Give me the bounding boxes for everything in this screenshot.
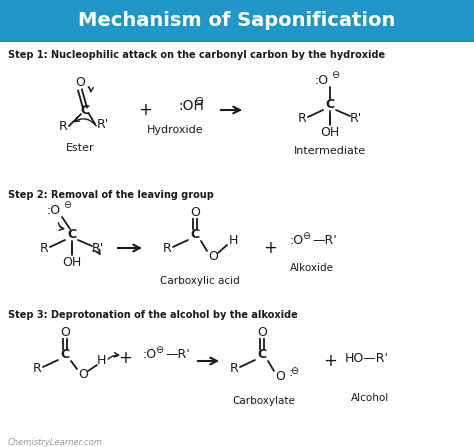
Text: C: C xyxy=(191,228,200,241)
Text: R: R xyxy=(33,363,41,375)
Text: ⊖: ⊖ xyxy=(63,200,71,210)
Text: R: R xyxy=(229,363,238,375)
Text: :OH: :OH xyxy=(178,99,204,113)
Text: C: C xyxy=(81,104,90,117)
Text: Alcohol: Alcohol xyxy=(351,393,389,403)
Text: ⊖: ⊖ xyxy=(302,231,310,241)
Text: HO—R': HO—R' xyxy=(345,351,389,364)
Text: ⊖: ⊖ xyxy=(195,96,205,106)
Text: R: R xyxy=(40,243,48,256)
Text: R: R xyxy=(163,243,172,256)
Text: R: R xyxy=(298,113,306,126)
Text: R': R' xyxy=(92,241,104,254)
Text: :O: :O xyxy=(143,349,157,362)
Text: R: R xyxy=(59,119,67,132)
Text: Alkoxide: Alkoxide xyxy=(290,263,334,273)
Text: OH: OH xyxy=(63,257,82,270)
Text: O: O xyxy=(78,368,88,381)
Text: Carboxylate: Carboxylate xyxy=(233,396,295,406)
Text: O: O xyxy=(75,76,85,89)
Text: Step 1: Nucleophilic attack on the carbonyl carbon by the hydroxide: Step 1: Nucleophilic attack on the carbo… xyxy=(8,50,385,60)
Text: +: + xyxy=(263,239,277,257)
Text: +: + xyxy=(138,101,152,119)
Text: C: C xyxy=(67,228,77,241)
Text: —R': —R' xyxy=(312,235,337,248)
Text: H: H xyxy=(228,235,237,248)
Text: O: O xyxy=(60,326,70,340)
Text: R': R' xyxy=(97,118,109,131)
Text: :O: :O xyxy=(47,204,61,218)
Text: O: O xyxy=(208,250,218,263)
Text: :O: :O xyxy=(290,235,304,248)
Text: Mechanism of Saponification: Mechanism of Saponification xyxy=(78,12,396,30)
Text: :O: :O xyxy=(315,75,329,88)
Text: OH: OH xyxy=(320,127,340,139)
Text: Step 2: Removal of the leaving group: Step 2: Removal of the leaving group xyxy=(8,190,214,200)
Text: Hydroxide: Hydroxide xyxy=(146,125,203,135)
Text: O: O xyxy=(275,371,285,384)
Text: H: H xyxy=(96,354,106,367)
Text: ⊖: ⊖ xyxy=(331,70,339,80)
Text: C: C xyxy=(326,98,335,111)
Text: —R': —R' xyxy=(165,349,190,362)
Text: ⊖: ⊖ xyxy=(155,345,163,355)
Text: +: + xyxy=(323,352,337,370)
Text: R': R' xyxy=(350,111,362,125)
Text: C: C xyxy=(61,349,70,362)
Text: +: + xyxy=(118,349,132,367)
Text: Carboxylic acid: Carboxylic acid xyxy=(160,276,240,286)
Text: O: O xyxy=(257,326,267,340)
Text: ChemistryLearner.com: ChemistryLearner.com xyxy=(8,438,103,447)
Text: C: C xyxy=(257,349,266,362)
Bar xyxy=(0,0,474,42)
Text: ⊖: ⊖ xyxy=(290,366,298,376)
Text: Ester: Ester xyxy=(66,143,94,153)
Text: O: O xyxy=(190,207,200,219)
Text: Intermediate: Intermediate xyxy=(294,146,366,156)
Text: :: : xyxy=(289,366,293,379)
Text: Step 3: Deprotonation of the alcohol by the alkoxide: Step 3: Deprotonation of the alcohol by … xyxy=(8,310,298,320)
